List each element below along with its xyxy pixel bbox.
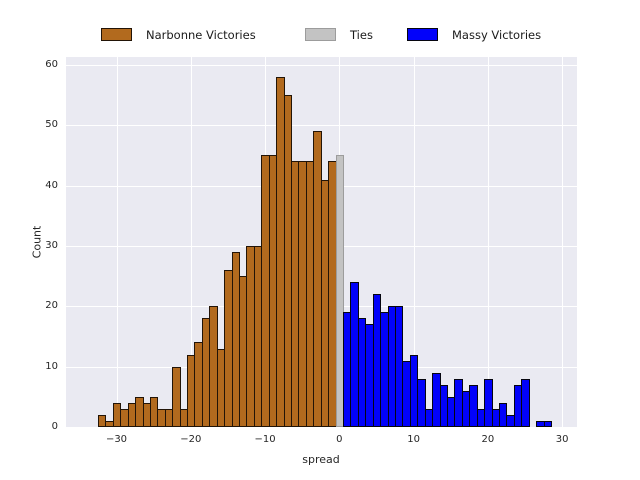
x-tick-label: 20	[481, 434, 495, 445]
gridline-y	[66, 65, 577, 66]
gridline-x	[117, 57, 118, 427]
legend-label: Ties	[350, 28, 373, 42]
narbonne-swatch	[101, 28, 132, 41]
legend: Narbonne Victories Ties Massy Victories	[0, 22, 640, 50]
histogram-bar	[484, 379, 493, 427]
x-tick-label: −10	[254, 434, 276, 445]
gridline-x	[414, 57, 415, 427]
y-tick-label: 40	[45, 179, 58, 191]
histogram-bar	[544, 421, 552, 427]
gridline-x	[562, 57, 563, 427]
y-tick-label: 60	[45, 58, 58, 70]
x-axis-label: spread	[302, 453, 340, 466]
histogram-bar	[336, 155, 344, 427]
x-tick-label: −20	[180, 434, 202, 445]
gridline-x	[488, 57, 489, 427]
legend-label: Narbonne Victories	[146, 28, 256, 42]
legend-label: Massy Victories	[452, 28, 542, 42]
y-tick-label: 0	[51, 421, 58, 432]
ties-swatch	[305, 28, 336, 41]
x-tick-label: −30	[105, 434, 128, 445]
y-tick-label: 20	[45, 300, 58, 312]
y-tick-label: 10	[45, 360, 58, 372]
x-tick-label: 0	[336, 434, 343, 445]
x-tick-label: 30	[555, 434, 569, 445]
histogram-bar	[417, 379, 426, 427]
histogram-bar	[172, 367, 181, 427]
y-axis-label: Count	[30, 225, 44, 259]
plot-area	[66, 57, 577, 427]
y-tick-label: 30	[45, 239, 58, 251]
gridline-x	[191, 57, 192, 427]
histogram-bar	[469, 385, 478, 427]
y-tick-label: 50	[45, 119, 58, 131]
gridline-y	[66, 125, 577, 126]
histogram-bar	[521, 379, 530, 427]
massy-swatch	[407, 28, 438, 41]
x-tick-label: 10	[407, 434, 420, 445]
